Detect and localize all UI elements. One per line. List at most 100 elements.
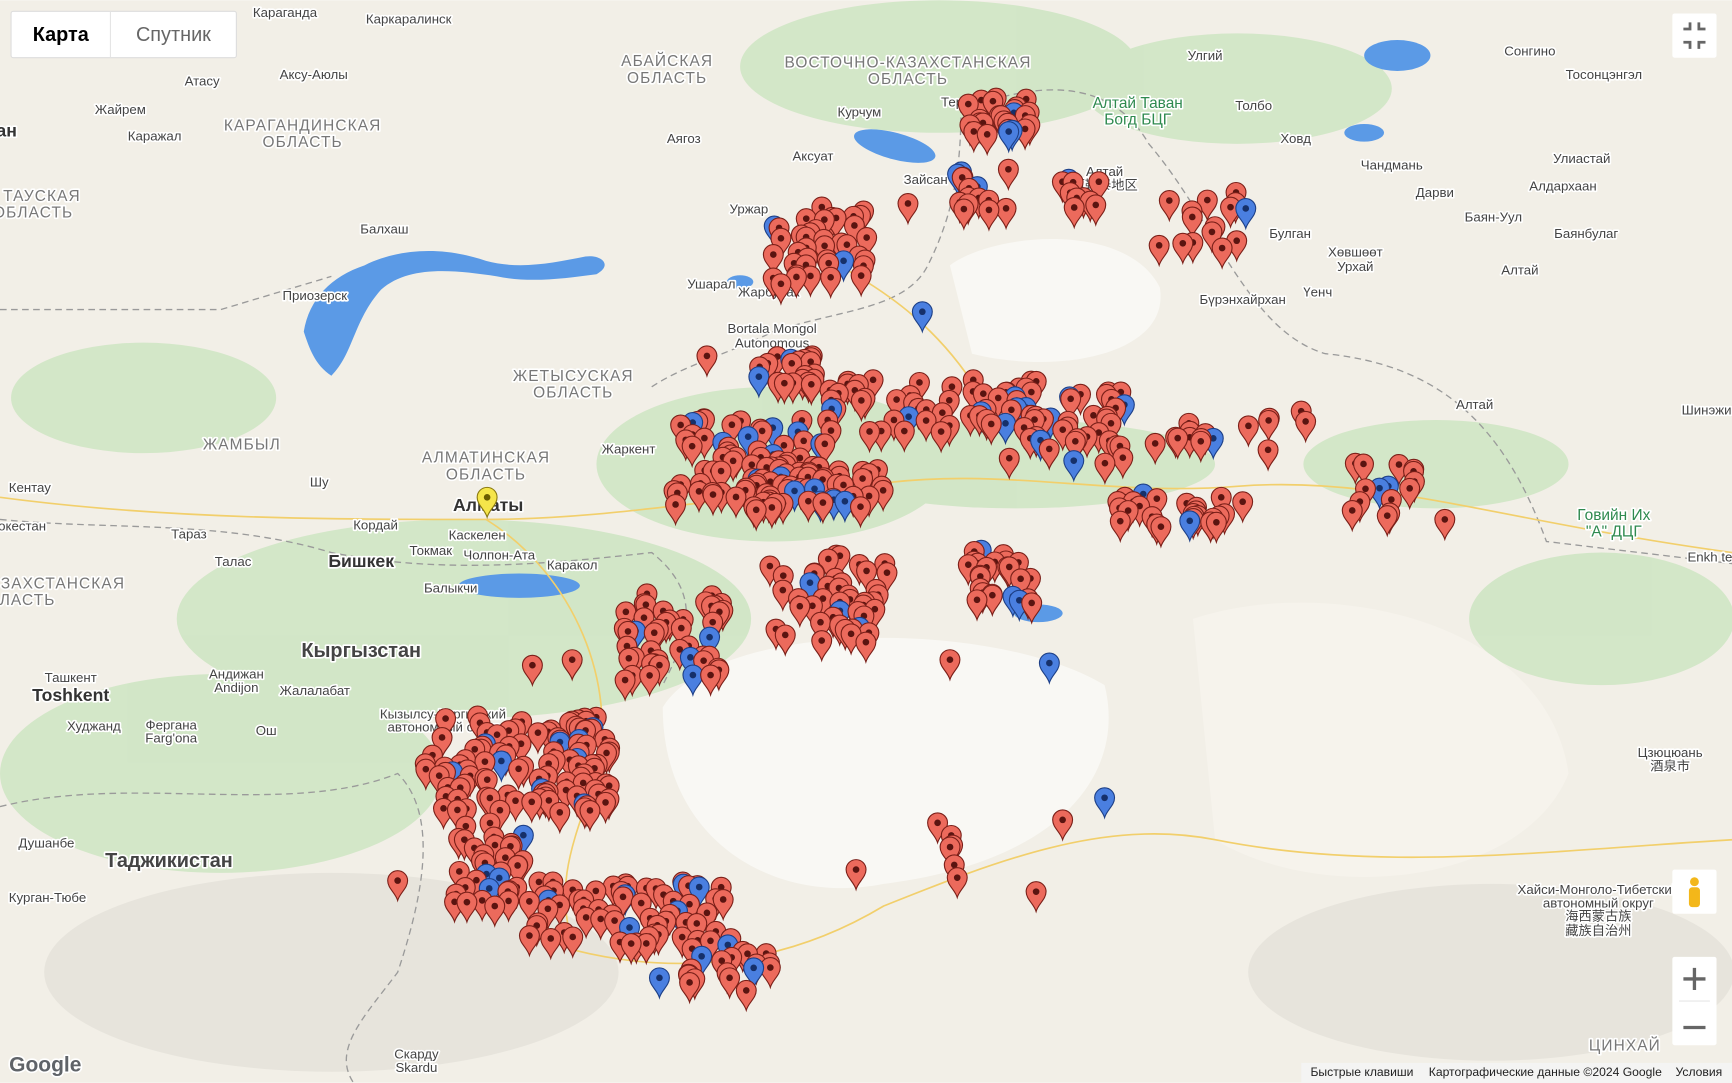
marker-dot [717,467,725,475]
marker [761,496,783,530]
marker [639,664,661,698]
marker-dot [821,216,828,223]
marker [770,273,792,306]
place-label: Аксу-Аюлы [280,67,348,82]
marker-dot [851,222,858,229]
marker-pin [435,708,457,741]
marker-pin [946,867,968,900]
marker-dot [818,203,826,211]
marker-dot [1153,495,1161,502]
marker-dot [840,481,847,489]
place-label: 海西蒙古族 [1565,909,1631,924]
marker [521,791,543,824]
marker-pin [712,889,734,922]
marker [748,366,770,399]
marker [976,123,998,157]
marker [1021,592,1043,625]
marker [1052,809,1074,842]
marker-dot [780,441,788,449]
marker-dot [781,631,789,639]
keyboard-shortcuts[interactable]: Быстрые клавиши [1310,1065,1413,1079]
place-label: ЖАМБЫЛ [203,436,281,453]
marker [897,193,919,226]
marker-dot [483,494,491,501]
place-label: ЛАСТЬ [0,592,56,609]
marker-pin [850,265,872,298]
marker-pin [521,654,543,688]
marker-dot [677,421,684,429]
pegman-button[interactable] [1672,869,1717,914]
marker-dot [852,866,860,873]
marker-dot [871,605,879,613]
marker-dot [939,409,946,417]
marker-dot [701,434,708,442]
marker [781,352,803,386]
marker-dot [862,638,870,646]
marker-dot [1095,178,1103,186]
marker-dot [847,630,855,638]
marker-dot [866,428,873,435]
marker-dot [863,234,870,241]
place-label: Autonomous [735,335,810,350]
terms[interactable]: Условия [1675,1065,1722,1079]
marker-dot [717,883,725,891]
marker [540,928,562,961]
marker-pin [761,496,783,530]
marker-pin [1025,881,1047,914]
marker-dot [709,491,717,498]
marker-dot [808,381,815,388]
marker-pin [774,624,796,657]
fullscreen-button[interactable] [1672,13,1717,58]
map-button[interactable]: Карта [33,24,90,46]
marker-dot [841,497,849,505]
marker-dot [650,629,658,637]
place-label: Булган [1269,226,1311,241]
place-label: Улиастай [1553,151,1610,166]
marker [387,870,409,903]
marker-dot [1174,434,1182,442]
place-label: 酒泉市 [1650,757,1690,773]
marker-pin [849,496,871,529]
terrain [0,0,1732,873]
place-label: Аягоз [667,131,701,146]
marker-pin [1376,505,1398,538]
marker-pin [1205,511,1227,545]
marker-dot [719,896,727,903]
place-label: Баянбулаг [1554,226,1618,241]
marker-dot [905,413,912,420]
fullscreen-box [1672,13,1717,58]
satellite-button[interactable]: Спутник [136,24,211,46]
marker [1295,410,1317,444]
marker [1064,430,1086,464]
marker-dot [744,433,752,440]
marker-pin [1094,452,1116,486]
marker-pin [682,664,704,697]
marker-dot [695,488,703,495]
marker [1399,477,1421,511]
marker [679,971,701,1005]
marker-dot [948,383,956,391]
marker [1063,450,1085,483]
place-label: Andijon [214,680,258,695]
marker-dot [622,608,630,616]
place-label: Жалалабат [280,683,350,698]
marker-dot [485,885,493,892]
marker [1211,237,1233,270]
place-label: Цзюцюань [1638,745,1703,760]
marker-pin [855,631,877,665]
marker-dot [809,602,816,610]
marker-dot [1395,461,1403,468]
place-label: Жайрем [95,102,146,117]
place-label: Худжанд [67,719,121,734]
marker-dot [818,637,826,644]
marker-dot [688,442,696,450]
marker-dot [526,898,533,905]
zoom-in[interactable] [1683,967,1706,990]
marker-dot [502,854,509,861]
markers [387,87,1456,1013]
place-label: ОБЛАСТЬ [627,70,707,87]
marker-dot [1116,517,1124,525]
place-label: 藏族自治州 [1565,923,1631,938]
marker-dot [1005,165,1012,173]
marker [998,121,1020,154]
